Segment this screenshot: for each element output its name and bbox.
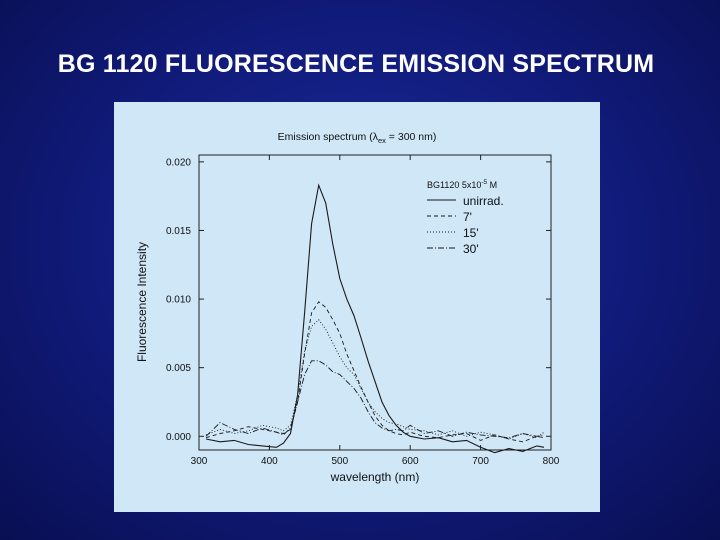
x-tick-label: 800 (543, 456, 560, 467)
y-tick-label: 0.005 (166, 363, 191, 374)
series-layer (205, 183, 545, 454)
series-line-4 (205, 360, 545, 439)
legend-label: 7' (463, 210, 472, 224)
legend-title: BG1120 5x10-5 M (427, 179, 497, 190)
legend-title-suffix: M (487, 180, 497, 190)
chart-panel: 300 400 500 600 700 800 0.000 0.005 0.010 0.015 0.… (114, 102, 600, 512)
x-axis-label: wavelength (nm) (330, 470, 420, 484)
legend-label: unirrad. (463, 194, 504, 208)
legend-title-superscript: -5 (481, 179, 487, 186)
y-tick-label: 0.015 (166, 226, 191, 237)
chart-title-suffix: = 300 nm) (386, 131, 437, 143)
chart-title-subscript: ex (378, 136, 386, 145)
legend-label: 30' (463, 242, 479, 256)
emission-spectrum-chart: 300 400 500 600 700 800 0.000 0.005 0.010 0.015 0.… (135, 131, 560, 484)
series-line-1 (205, 183, 545, 454)
series-line-3 (205, 319, 545, 440)
legend-label: 15' (463, 226, 479, 240)
y-tick-label: 0.020 (166, 157, 191, 168)
y-tick-label: 0.000 (166, 432, 191, 443)
ticks-layer: 300 400 500 600 700 800 0.000 0.005 0.010 0.015 0.… (166, 155, 560, 467)
legend-title-prefix: BG1120 5x10 (427, 180, 481, 190)
x-tick-label: 400 (261, 456, 278, 467)
x-tick-label: 500 (331, 456, 348, 467)
plot-frame (198, 154, 552, 451)
y-tick-label: 0.010 (166, 295, 191, 306)
x-tick-label: 300 (191, 456, 208, 467)
y-axis-label: Fluorescence Intensity (135, 242, 149, 362)
x-tick-label: 700 (472, 456, 489, 467)
legend-layer: unirrad. 7' 15' 30' (427, 194, 504, 256)
chart-title: Emission spectrum (λex = 300 nm) (278, 131, 437, 145)
x-tick-label: 600 (402, 456, 419, 467)
slide-title: BG 1120 FLUORESCENCE EMISSION SPECTRUM (57, 50, 655, 78)
chart-title-lambda: λ (373, 131, 379, 143)
chart-title-prefix: Emission spectrum ( (278, 131, 374, 143)
series-line-2 (205, 301, 545, 443)
